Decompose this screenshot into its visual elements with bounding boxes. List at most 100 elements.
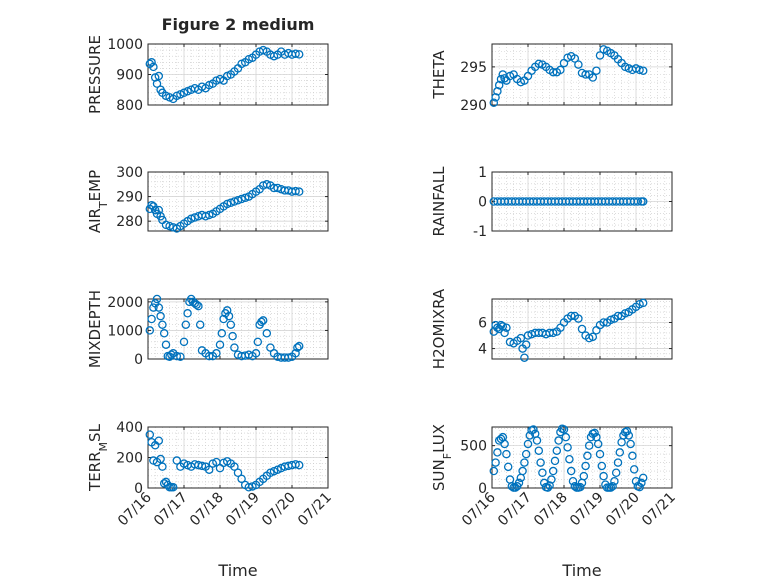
data-point [566, 466, 576, 476]
data-point [491, 93, 500, 102]
data-point [520, 353, 529, 362]
data-point [599, 471, 608, 481]
data-point [201, 211, 210, 221]
data-point [251, 349, 261, 358]
data-point [570, 482, 580, 491]
y-tick-label: 400 [116, 420, 143, 436]
data-point [257, 317, 266, 327]
data-point [158, 320, 167, 329]
data-point [262, 329, 272, 338]
data-point [613, 458, 623, 467]
panel-theta: 290 295 THETA [430, 43, 673, 114]
data-point [258, 316, 268, 325]
data-point [233, 468, 243, 477]
data-point [575, 482, 585, 492]
x-tick-label: 07/19 [223, 490, 263, 530]
data-point [615, 448, 625, 457]
data-point [156, 454, 165, 464]
data-point [565, 454, 574, 464]
plot-area [492, 299, 672, 359]
series-pressure [145, 45, 304, 104]
data-point [179, 337, 189, 347]
axes-box [147, 171, 329, 232]
y-tick-label: 0 [478, 195, 487, 211]
data-point [613, 311, 623, 321]
y-tick-label: 6 [478, 315, 487, 331]
y-tick-label: 280 [116, 214, 143, 230]
data-point [500, 439, 509, 449]
series-rainfall [489, 197, 648, 206]
data-point [152, 79, 162, 88]
data-point [502, 323, 511, 332]
data-point [291, 349, 300, 358]
data-point [588, 332, 598, 342]
data-point [637, 478, 646, 488]
data-point [145, 326, 155, 335]
data-point [593, 439, 603, 449]
data-point [631, 476, 641, 486]
data-point [156, 311, 165, 321]
data-point [568, 476, 578, 486]
axes-box [491, 43, 673, 106]
data-point [635, 299, 644, 309]
data-point [493, 448, 502, 457]
data-point [566, 311, 576, 321]
y-tick-label: -1 [473, 224, 487, 240]
data-point [212, 349, 221, 358]
series-theta [489, 45, 648, 107]
data-point [536, 458, 545, 467]
y-tick-label: 2000 [107, 295, 143, 311]
y-tick-label: 900 [116, 68, 143, 84]
y-tick-label: 4 [478, 342, 487, 358]
data-point [611, 468, 621, 477]
data-point [550, 456, 560, 466]
data-point [520, 458, 529, 467]
data-point [167, 350, 176, 359]
axes-box [147, 298, 329, 360]
data-point [548, 466, 558, 476]
data-point [226, 198, 236, 207]
panel-airtemp: 280 290 300 AIRTEMP [86, 165, 329, 233]
series-airtemp [145, 180, 304, 233]
data-point [534, 446, 544, 455]
data-point [172, 456, 182, 465]
data-point [181, 320, 191, 329]
data-point [204, 351, 214, 361]
data-point [606, 315, 616, 325]
data-point [192, 300, 201, 309]
x-tick-label: 07/17 [151, 490, 191, 530]
y-tick-label: 290 [460, 98, 487, 114]
data-point [489, 466, 499, 476]
data-point [152, 294, 162, 304]
data-point [595, 51, 605, 60]
panel-terrmsl: 020040007/1607/1707/1807/1907/2007/21TER… [86, 420, 335, 580]
data-point [597, 461, 607, 471]
y-axis-label: THETA [430, 50, 448, 100]
data-point [584, 333, 594, 343]
data-point [154, 436, 164, 445]
data-point [507, 482, 517, 491]
data-point [190, 213, 200, 222]
x-tick-label: 07/21 [639, 490, 679, 530]
data-point [581, 70, 590, 79]
x-tick-label: 07/17 [495, 490, 535, 530]
data-point [233, 196, 243, 205]
y-axis-label: SUNFLUX [430, 424, 454, 491]
data-point [222, 199, 232, 209]
data-point [556, 65, 565, 75]
data-point [633, 197, 643, 206]
x-tick-label: 07/18 [187, 490, 227, 530]
data-point [240, 193, 250, 203]
data-point [291, 186, 300, 196]
data-point [149, 62, 158, 72]
data-point [230, 197, 239, 206]
data-point [638, 197, 648, 206]
data-point [521, 449, 531, 459]
data-point [294, 341, 304, 351]
x-tick-label: 07/19 [567, 490, 607, 530]
y-axis-label: AIRTEMP [86, 170, 110, 233]
data-point [228, 331, 237, 341]
data-point [563, 443, 572, 452]
y-tick-label: 290 [116, 190, 143, 206]
data-point [548, 67, 558, 77]
